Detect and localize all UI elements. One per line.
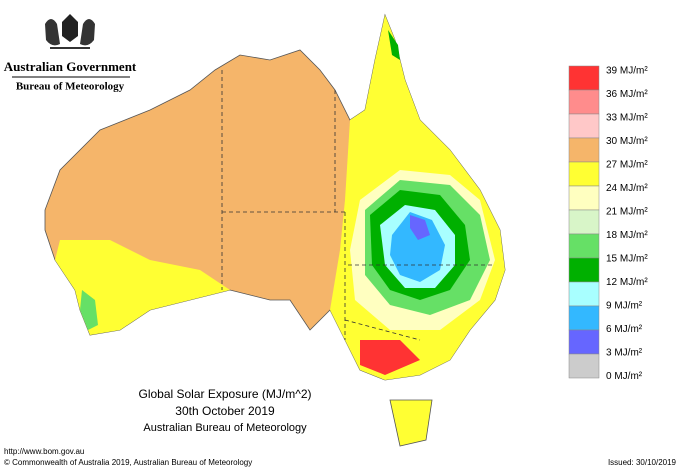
green-region bbox=[80, 290, 98, 330]
legend-label: 36 MJ/m² bbox=[606, 89, 648, 100]
green-region bbox=[388, 30, 400, 60]
legend-label: 39 MJ/m² bbox=[606, 66, 648, 77]
agency-name: Bureau of Meteorology bbox=[16, 81, 125, 93]
purple-region bbox=[410, 215, 430, 240]
legend-label: 12 MJ/m² bbox=[606, 277, 648, 288]
legend-label: 24 MJ/m² bbox=[606, 183, 648, 194]
footer-issued: Issued: 30/10/2019 bbox=[608, 458, 677, 467]
legend-label: 27 MJ/m² bbox=[606, 160, 648, 171]
blue-region bbox=[390, 212, 445, 282]
legend-swatch bbox=[568, 281, 600, 307]
footer-copyright: © Commonwealth of Australia 2019, Austra… bbox=[4, 458, 252, 467]
red-region bbox=[360, 340, 420, 375]
tasmania bbox=[389, 399, 433, 447]
legend-swatch bbox=[568, 209, 600, 235]
legend-swatch bbox=[568, 65, 600, 91]
legend-swatch bbox=[568, 113, 600, 139]
legend-swatch bbox=[568, 353, 600, 379]
map-date: 30th October 2019 bbox=[175, 404, 275, 418]
legend-swatch bbox=[568, 89, 600, 115]
legend-label: 15 MJ/m² bbox=[606, 254, 648, 265]
government-name: Australian Government bbox=[4, 59, 137, 74]
map-title: Global Solar Exposure (MJ/m^2) bbox=[138, 387, 311, 401]
legend-label: 18 MJ/m² bbox=[606, 230, 648, 241]
legend-swatch bbox=[568, 257, 600, 283]
map-source: Australian Bureau of Meteorology bbox=[143, 422, 307, 434]
footer-url: http://www.bom.gov.au bbox=[4, 447, 84, 456]
legend: 39 MJ/m² 36 MJ/m² 33 MJ/m² 30 MJ/m² 27 MJ/m²… bbox=[568, 65, 648, 382]
legend-label: 30 MJ/m² bbox=[606, 136, 648, 147]
legend-label: 6 MJ/m² bbox=[606, 324, 643, 335]
legend-label: 3 MJ/m² bbox=[606, 348, 643, 359]
legend-label: 0 MJ/m² bbox=[606, 371, 643, 382]
coat-of-arms bbox=[45, 14, 95, 49]
legend-swatch bbox=[568, 185, 600, 211]
legend-swatch bbox=[568, 137, 600, 163]
state-borders bbox=[221, 70, 495, 341]
legend-label: 21 MJ/m² bbox=[606, 207, 648, 218]
legend-swatch bbox=[568, 329, 600, 355]
legend-swatch bbox=[568, 305, 600, 331]
legend-swatch bbox=[568, 233, 600, 259]
legend-label: 33 MJ/m² bbox=[606, 113, 648, 124]
yellow-region bbox=[55, 240, 230, 335]
australia-map bbox=[44, 13, 506, 447]
legend-label: 9 MJ/m² bbox=[606, 301, 643, 312]
legend-swatch bbox=[568, 161, 600, 187]
